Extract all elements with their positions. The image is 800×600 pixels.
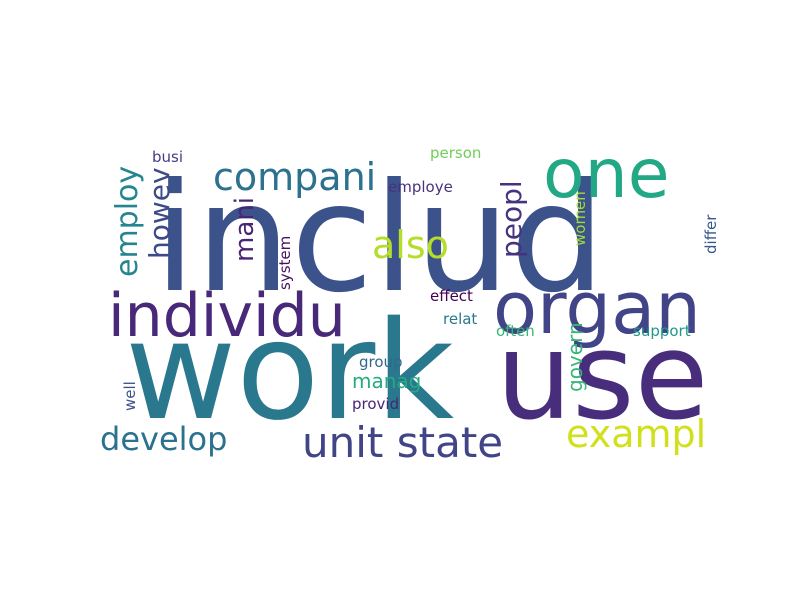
word-well: well xyxy=(121,381,139,411)
word-use: use xyxy=(496,308,708,447)
word-govern: govern xyxy=(563,322,587,392)
word-employe: employe xyxy=(388,178,453,196)
word-individu: individu xyxy=(108,281,346,351)
word-effect: effect xyxy=(430,287,473,305)
word-howev: howev xyxy=(143,167,176,259)
word-also: also xyxy=(372,223,449,267)
word-busi: busi xyxy=(152,148,183,166)
word-mani: mani xyxy=(230,197,260,262)
word-develop: develop xyxy=(100,420,227,458)
word-employ: employ xyxy=(110,166,145,277)
word-manag: manag xyxy=(352,369,421,393)
word-includ: includ xyxy=(154,152,605,326)
word-one: one xyxy=(543,135,670,214)
word-provid: provid xyxy=(352,395,399,413)
word-unit-state: unit state xyxy=(302,418,503,467)
word-group: group xyxy=(359,353,403,371)
word-work: work xyxy=(125,293,454,451)
word-exampl: exampl xyxy=(566,412,706,456)
word-person: person xyxy=(430,144,481,162)
word-women: women xyxy=(571,191,589,246)
word-system: system xyxy=(276,236,294,290)
word-relat: relat xyxy=(443,310,477,328)
word-often: often xyxy=(496,322,535,340)
word-support: support xyxy=(633,322,691,340)
word-compani: compani xyxy=(213,155,376,199)
word-peopl: peopl xyxy=(495,180,528,258)
word-organ: organ xyxy=(493,266,701,350)
word-differ: differ xyxy=(702,214,720,254)
